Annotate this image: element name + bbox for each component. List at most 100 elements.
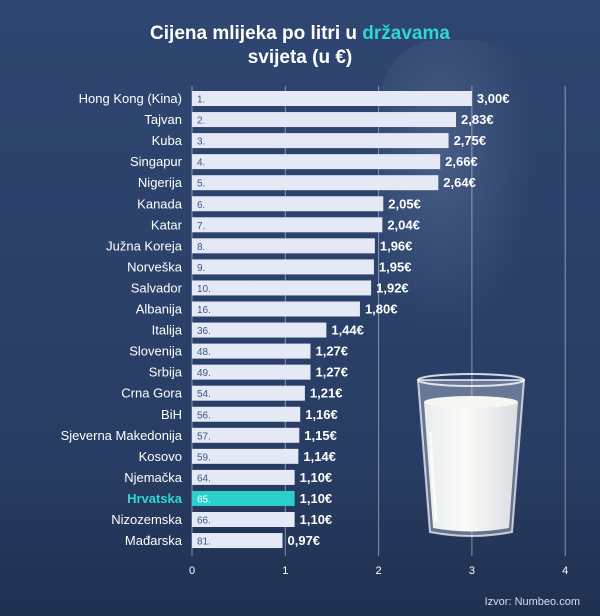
rank-label: 81. [197,537,211,548]
category-label: Slovenija [129,344,183,359]
category-label: Crna Gora [121,386,182,401]
category-label: Sjeverna Makedonija [61,428,183,443]
value-label: 2,04€ [387,217,420,232]
rank-label: 5. [197,179,205,190]
bar [192,175,439,191]
title-part2: svijeta (u €) [247,47,353,68]
bar [192,112,457,128]
rank-label: 59. [197,452,211,463]
rank-label: 36. [197,326,211,337]
bar [192,238,375,254]
x-tick-label: 1 [282,565,288,577]
value-label: 1,21€ [310,386,343,401]
bar [192,259,374,275]
bar [192,512,295,527]
rank-label: 49. [197,368,211,379]
category-label: Južna Koreja [106,238,183,253]
value-label: 1,27€ [315,365,348,380]
bar [192,91,472,106]
rank-label: 3. [197,137,205,148]
bar [192,154,441,170]
category-label: Albanija [136,302,183,317]
value-label: 3,00€ [477,91,510,106]
category-label: BiH [161,407,182,422]
title-part1: Cijena mlijeka po litri u [150,23,363,44]
value-label: 1,10€ [300,512,333,527]
value-label: 2,83€ [461,112,494,127]
value-label: 2,05€ [388,196,421,211]
bar [192,301,360,317]
bar [192,448,299,464]
rank-label: 1. [197,95,205,106]
value-label: 1,96€ [380,238,413,253]
title-highlight: državama [362,23,450,44]
chart-title: Cijena mlijeka po litri u državama svije… [0,22,600,70]
category-label: Nizozemska [111,512,183,527]
bar [192,280,372,296]
bar [192,364,311,380]
value-label: 1,27€ [315,344,348,359]
bar [192,533,283,549]
value-label: 1,10€ [300,470,333,485]
rank-label: 6. [197,200,205,211]
bar [192,343,311,359]
rank-label: 10. [197,284,211,295]
rank-label: 56. [197,410,211,421]
value-label: 1,16€ [305,407,338,422]
rank-label: 2. [197,116,205,127]
value-label: 1,14€ [303,449,336,464]
category-label: Kosovo [139,449,182,464]
value-label: 1,44€ [331,323,364,338]
category-label: Mađarska [125,533,183,548]
value-label: 1,10€ [300,491,333,506]
rank-label: 57. [197,431,211,442]
category-label: Nigerija [138,175,183,190]
x-tick-label: 0 [189,565,195,577]
bar [192,196,384,212]
category-label: Srbija [149,365,183,380]
rank-label: 65. [197,494,211,505]
rank-label: 16. [197,305,211,316]
rank-label: 7. [197,221,205,232]
milk-glass-image [416,373,526,537]
category-label: Norveška [127,259,183,274]
bar [192,469,295,485]
rank-label: 4. [197,158,205,169]
rank-label: 8. [197,242,205,253]
rank-label: 66. [197,516,211,527]
bar [192,490,295,506]
value-label: 2,66€ [445,154,478,169]
rank-label: 64. [197,473,211,484]
rank-label: 48. [197,347,211,358]
rank-label: 54. [197,389,211,400]
category-label: Tajvan [144,112,182,127]
category-label: Hong Kong (Kina) [79,91,182,106]
category-label: Italija [152,323,183,338]
category-label: Kanada [137,196,183,211]
bar [192,406,301,422]
value-label: 2,75€ [454,133,487,148]
bar [192,427,300,443]
source-note: Izvor: Numbeo.com [484,596,580,608]
bar [192,133,449,149]
category-label: Salvador [131,280,183,295]
x-tick-label: 4 [562,565,568,577]
value-label: 1,92€ [376,280,409,295]
bar [192,322,327,338]
category-label: Katar [151,217,183,232]
value-label: 1,15€ [304,428,337,443]
value-label: 1,95€ [379,259,412,274]
bar [192,385,305,401]
x-tick-label: 3 [469,565,475,577]
category-label: Hrvatska [127,491,183,506]
category-label: Singapur [130,154,183,169]
category-label: Kuba [152,133,183,148]
value-label: 1,80€ [365,302,398,317]
rank-label: 9. [197,263,205,274]
category-label: Njemačka [124,470,183,485]
bar [192,217,383,233]
x-tick-label: 2 [376,565,382,577]
value-label: 0,97€ [288,533,321,548]
